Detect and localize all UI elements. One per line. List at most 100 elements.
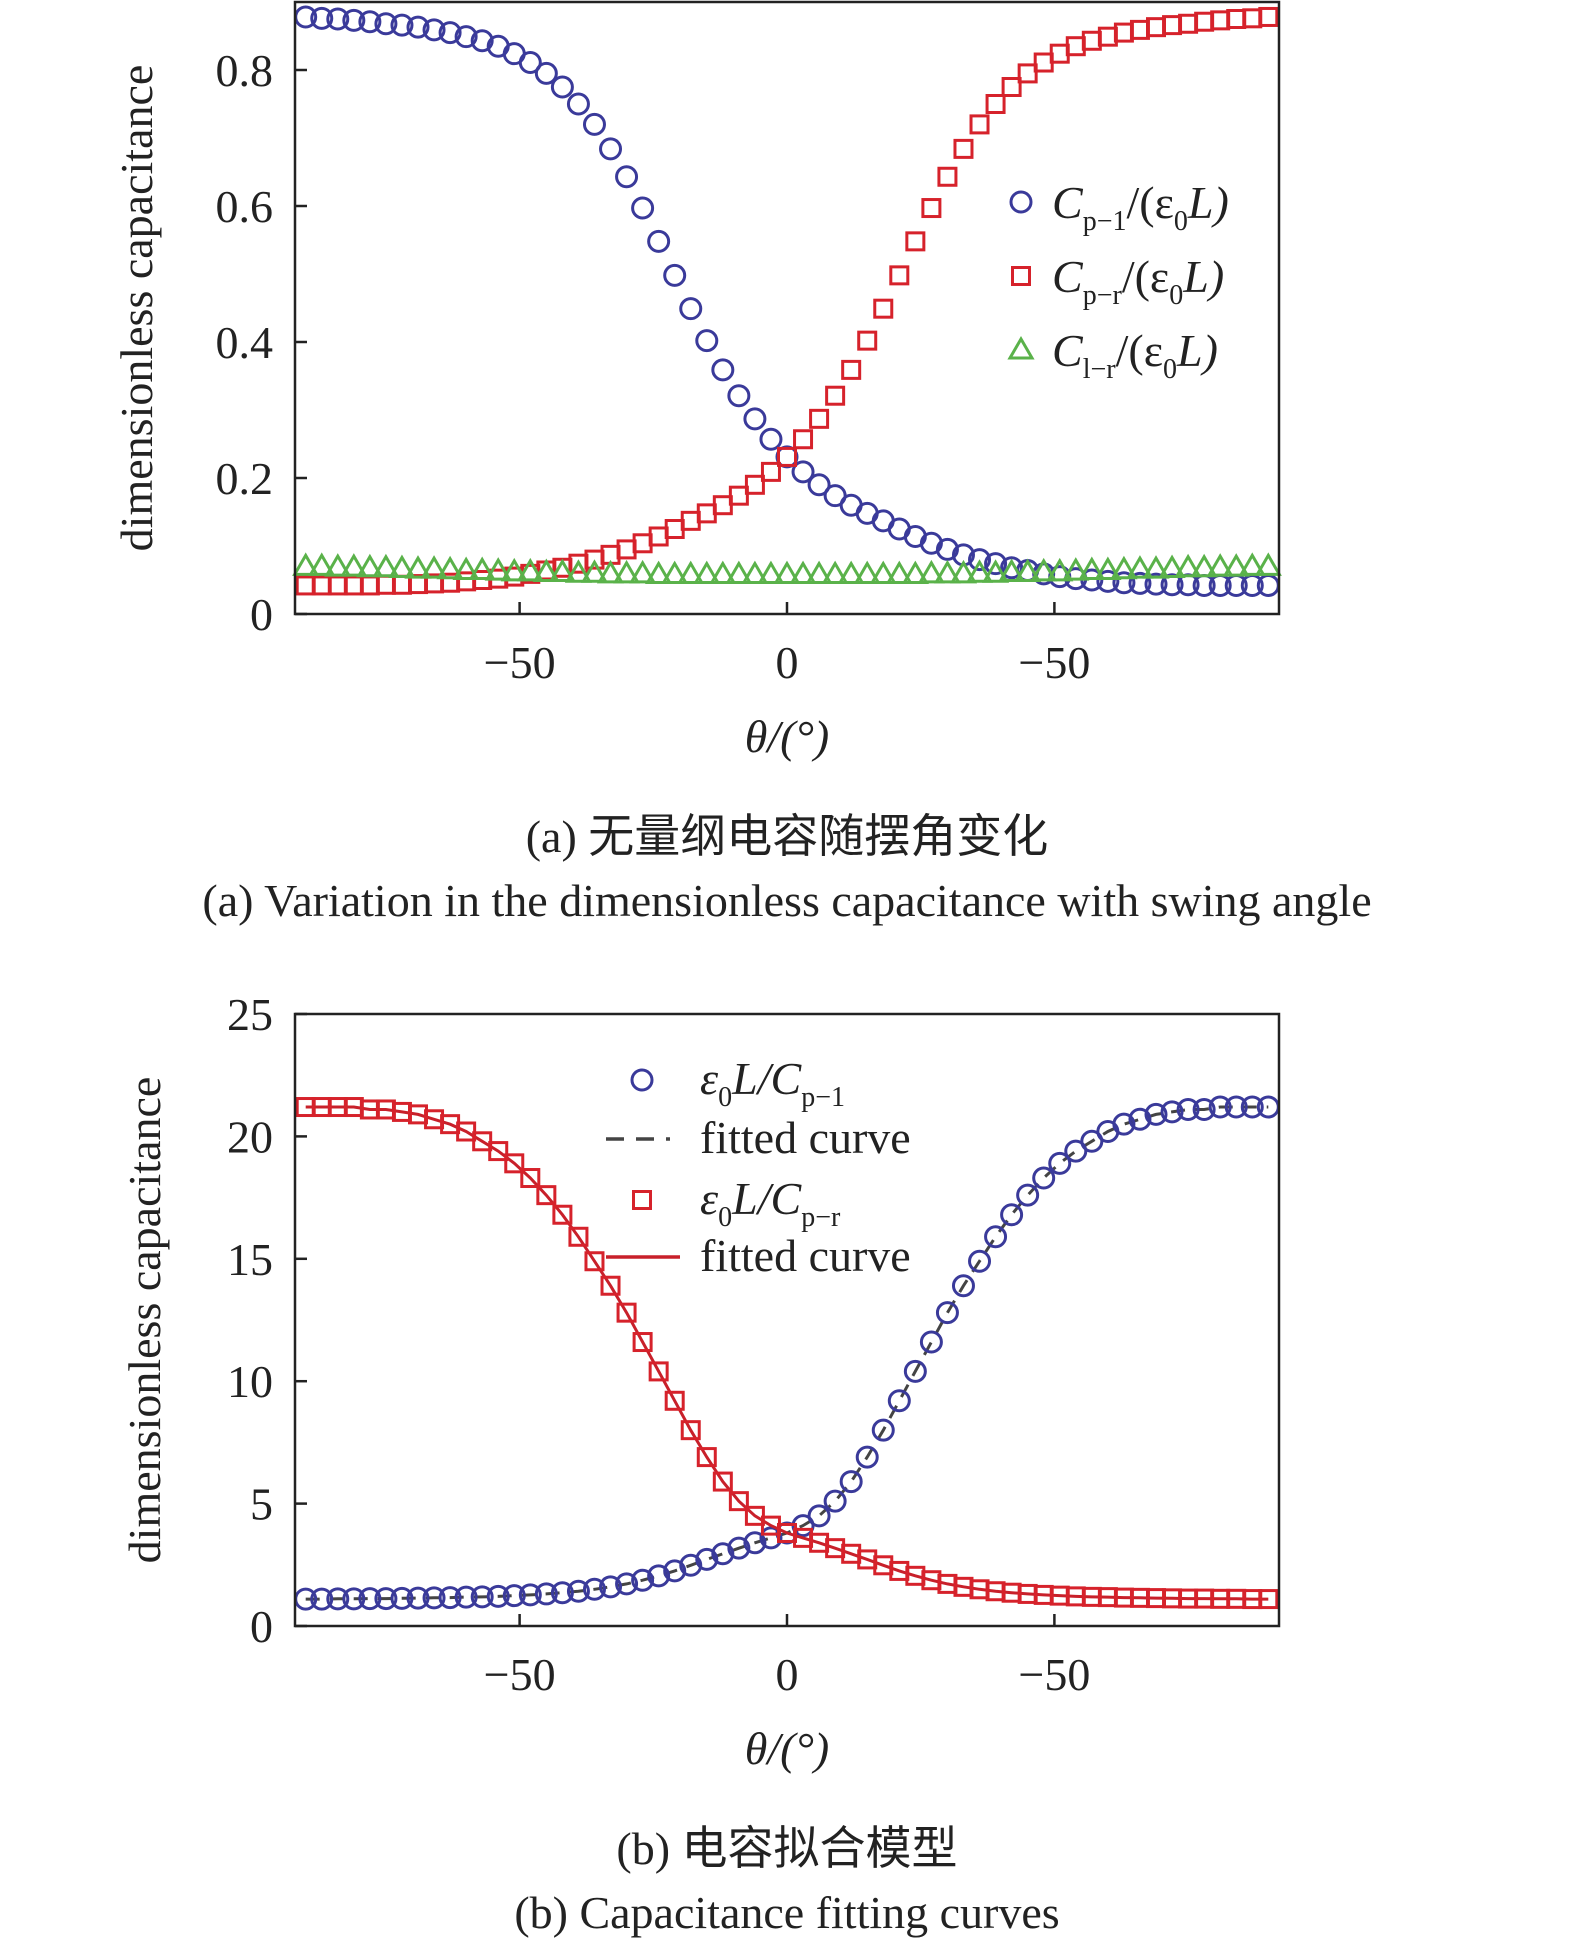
chart-a-series-2	[292, 552, 1282, 585]
x-tick-label: −50	[484, 637, 556, 688]
chart-a-point	[663, 263, 687, 287]
chart-a-point	[292, 552, 320, 576]
chart-b-ylabel: dimensionless capacitance	[119, 1077, 170, 1564]
chart-a-point	[1238, 552, 1266, 576]
chart-b-point	[582, 1577, 606, 1601]
chart-a-point	[933, 559, 962, 584]
chart-a-point	[516, 557, 544, 582]
y-tick-label: 0.6	[216, 181, 274, 232]
chart-b-point	[951, 1274, 975, 1298]
chart-b-point	[616, 1302, 637, 1323]
chart-a-point	[1226, 9, 1247, 29]
chart-a-point	[1112, 571, 1136, 595]
chart-a-point	[534, 61, 558, 85]
chart-b-series-1	[295, 1097, 1279, 1610]
chart-b-point	[871, 1418, 895, 1442]
chart-a-point	[664, 519, 685, 539]
chart-a-point	[935, 537, 959, 561]
chart-b-point	[743, 1531, 767, 1555]
chart-a-point	[725, 560, 753, 585]
chart-a-point	[1030, 557, 1058, 582]
chart-a-point	[760, 461, 781, 482]
x-tick-label: −50	[1018, 637, 1090, 688]
chart-b-point	[374, 1587, 398, 1611]
chart-a-point	[647, 229, 671, 253]
chart-a-point	[391, 574, 412, 595]
chart-b-point	[711, 1542, 735, 1566]
chart-a-xlabel: θ/(°)	[745, 711, 829, 762]
chart-a-point	[1113, 22, 1134, 43]
y-tick-label: 0	[250, 589, 273, 640]
chart-a-point	[327, 575, 348, 596]
chart-a-point	[949, 559, 978, 584]
y-tick-label: 25	[227, 989, 273, 1040]
chart-b-point	[550, 1581, 574, 1605]
caption-b-en: (b) Capacitance fitting curves	[514, 1887, 1059, 1938]
chart-b-point	[823, 1489, 847, 1513]
x-tick-label: −50	[1018, 1649, 1090, 1700]
chart-b-point	[615, 1572, 639, 1596]
chart-a-point	[998, 558, 1026, 583]
y-tick-label: 0	[250, 1601, 273, 1652]
chart-b-point	[1160, 1100, 1184, 1124]
chart-b-point	[968, 1249, 992, 1273]
chart-b-point	[406, 1586, 430, 1610]
chart-b-series-layer	[294, 1095, 1280, 1611]
chart-a-point	[921, 198, 942, 219]
chart-a-point	[917, 559, 945, 584]
chart-a-point	[599, 137, 623, 161]
chart-b-point	[664, 1390, 685, 1411]
chart-a-point	[1001, 77, 1022, 97]
chart-a: −50 0 −50 0 0.2 0.4 0.6 0.8 dimensionless capac…	[111, 0, 1282, 762]
chart-a-point	[744, 474, 765, 495]
legend-item: ε0L/Cp−r	[632, 1173, 841, 1233]
chart-b-point	[438, 1586, 462, 1610]
chart-b-point	[727, 1536, 751, 1560]
chart-b-point	[568, 1226, 589, 1247]
chart-a-point	[693, 560, 721, 585]
y-tick-label: 20	[227, 1111, 273, 1162]
chart-a-point	[679, 297, 703, 321]
chart-b-point	[648, 1361, 669, 1382]
chart-a-point	[1242, 8, 1263, 29]
chart-a-point	[375, 574, 396, 595]
chart-a-point	[470, 29, 494, 53]
chart-a-point	[773, 560, 801, 585]
chart-a-point	[580, 559, 609, 583]
chart-a-point	[1194, 11, 1215, 32]
chart-a-point	[468, 556, 496, 580]
chart-b-point	[470, 1585, 494, 1609]
chart-a-point	[374, 12, 398, 36]
legend-item: Cl−r/(ε0L)	[1007, 325, 1218, 385]
chart-b-point	[1128, 1107, 1152, 1131]
chart-b-point	[454, 1585, 478, 1609]
chart-b-point	[599, 1575, 623, 1599]
chart-a-point	[1126, 555, 1154, 579]
chart-a-point	[807, 473, 831, 497]
chart-a-point	[1160, 573, 1184, 597]
legend-item: fitted curve	[606, 1230, 911, 1281]
chart-a-point	[837, 560, 865, 585]
chart-a-point	[727, 384, 751, 408]
chart-a-point	[1065, 36, 1086, 57]
y-tick-label: 15	[227, 1234, 273, 1285]
y-tick-label: 0.2	[216, 453, 274, 504]
chart-a-point	[1142, 555, 1170, 579]
chart-a-point	[596, 559, 625, 584]
chart-a-point	[1178, 13, 1199, 34]
chart-a-point	[825, 385, 846, 406]
chart-a-point	[661, 560, 689, 585]
chart-b-point	[1224, 1095, 1248, 1119]
chart-a-point	[342, 8, 366, 32]
chart-a-ylabel: dimensionless capacitance	[111, 65, 162, 552]
chart-a-point	[388, 554, 416, 578]
chart-a-point	[438, 21, 462, 45]
chart-a-point	[889, 265, 910, 286]
chart-b-point	[358, 1587, 382, 1611]
chart-b-point	[600, 1275, 621, 1296]
chart-b-point	[631, 1568, 655, 1592]
chart-b-point	[695, 1547, 719, 1571]
chart-b-point	[1048, 1151, 1072, 1175]
